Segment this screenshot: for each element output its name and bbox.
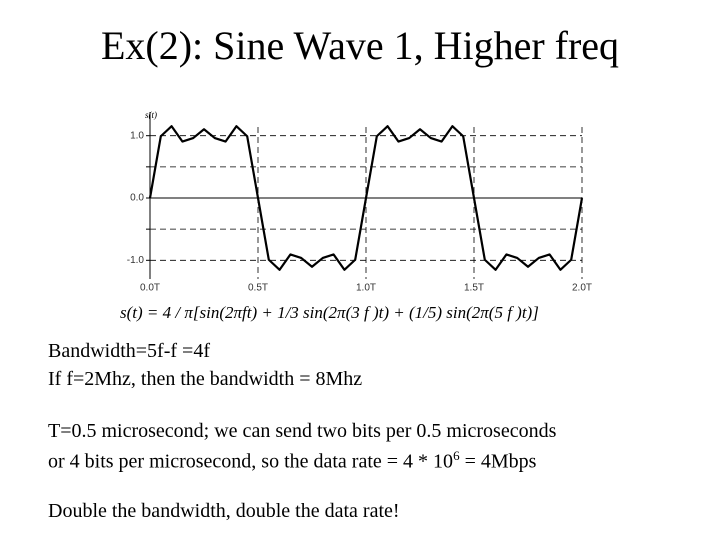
x-tick-label: 1.0T [356,283,376,294]
y-tick-label: 1.0 [130,130,144,141]
body-line: Bandwidth=5f-f =4f [48,340,210,362]
formula: s(t) = 4 / π[sin(2πft) + 1/3 sin(2π(3 f … [120,303,539,322]
x-tick-label: 2.0T [572,283,592,294]
series-line [148,125,584,271]
slide-title: Ex(2): Sine Wave 1, Higher freq [101,23,619,68]
x-tick-label: 1.5T [464,283,484,294]
body-line: If f=2Mhz, then the bandwidth = 8Mhz [48,368,363,390]
text: = 4Mbps [459,450,537,473]
body-line: Double the bandwidth, double the data ra… [48,500,400,522]
text: or 4 bits per microsecond, so the data r… [48,450,454,473]
y-axis-label: s(t) [145,110,157,120]
body-line: T=0.5 microsecond; we can send two bits … [48,420,557,442]
x-tick-label: 0.5T [248,283,268,294]
x-tick-label: 0.0T [140,283,160,294]
body-line: or 4 bits per microsecond, so the data r… [48,448,536,474]
y-tick-label: -1.0 [127,255,145,266]
superscript: 6 [453,448,460,463]
y-tick-label: 0.0 [130,193,144,204]
